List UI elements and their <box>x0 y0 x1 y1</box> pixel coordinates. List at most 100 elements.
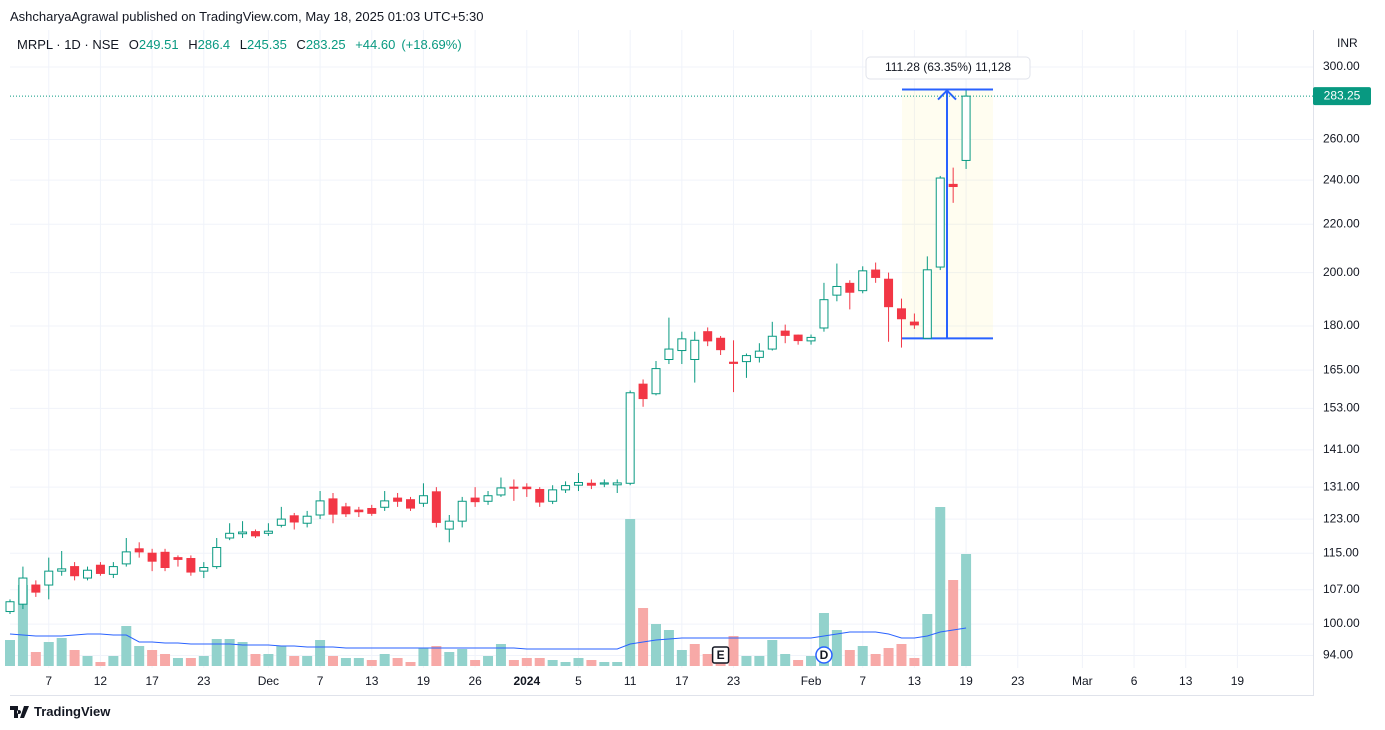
volume-bar <box>870 654 881 666</box>
close-value: 283.25 <box>305 37 346 52</box>
x-tick-label: Dec <box>258 674 279 688</box>
y-tick-label: 100.00 <box>1323 616 1360 630</box>
volume-bar <box>767 640 778 666</box>
x-tick-label: 23 <box>1011 674 1025 688</box>
candle-body <box>729 361 739 364</box>
volume-bar <box>69 650 80 666</box>
volume-bar <box>82 656 93 666</box>
volume-bar <box>418 648 429 666</box>
open-label: O <box>128 37 139 52</box>
x-tick-label: 13 <box>365 674 379 688</box>
volume-bar <box>793 660 804 666</box>
x-tick-label: 11 <box>624 674 637 688</box>
x-tick-label: 17 <box>675 674 689 688</box>
candle-body <box>393 497 403 502</box>
y-tick-label: 220.00 <box>1323 216 1360 230</box>
volume-bar <box>289 656 300 666</box>
candle-body <box>418 495 428 504</box>
candle-body <box>31 584 41 593</box>
candle-body <box>651 368 661 395</box>
candle-body <box>108 566 118 575</box>
candle-body <box>819 299 829 329</box>
volume-bar <box>315 640 326 666</box>
legend: MRPL · 1D · NSE O249.51 H286.4 L245.35 C… <box>17 37 468 52</box>
x-tick-label: 19 <box>1231 674 1245 688</box>
candle-body <box>832 285 842 296</box>
x-tick-label: 7 <box>45 674 52 688</box>
candle-body <box>354 509 364 513</box>
candle-body <box>677 338 687 352</box>
price-scale-border <box>1313 30 1314 696</box>
volume-bar <box>185 658 196 666</box>
y-tick-label: 141.00 <box>1323 442 1360 456</box>
volume-bar <box>121 626 132 666</box>
candle-body <box>896 308 906 320</box>
candle-body <box>664 348 674 360</box>
volume-bar <box>198 656 209 666</box>
candle-body <box>754 350 764 358</box>
candle-body <box>625 392 635 484</box>
candle-body <box>341 506 351 515</box>
volume-bar <box>883 648 894 666</box>
y-tick-label: 200.00 <box>1323 265 1360 279</box>
volume-bar <box>431 646 442 666</box>
candle-body <box>806 336 816 342</box>
candle-body <box>199 567 209 572</box>
candle-body <box>535 488 545 503</box>
x-tick-label: Mar <box>1072 674 1093 688</box>
candle-body <box>367 507 377 514</box>
y-tick-label: 94.00 <box>1323 648 1353 662</box>
candle-body <box>57 568 67 572</box>
volume-bar <box>172 658 183 666</box>
candle-body <box>121 551 131 565</box>
candle-body <box>444 520 454 530</box>
volume-bar <box>909 658 920 666</box>
change-pct: (+18.69%) <box>401 37 462 52</box>
volume-bar <box>586 660 597 666</box>
volume-bar <box>676 650 687 666</box>
volume-bar <box>483 656 494 666</box>
volume-bar <box>134 646 145 666</box>
x-tick-label: 7 <box>859 674 866 688</box>
currency: INR <box>1337 36 1358 50</box>
candle-body <box>599 482 609 485</box>
candle-body <box>845 282 855 293</box>
candle-body <box>160 551 170 569</box>
candle-body <box>380 500 390 508</box>
candle-body <box>871 269 881 278</box>
volume-bar <box>108 656 119 666</box>
candle-body <box>858 270 868 292</box>
candle-body <box>302 515 312 524</box>
volume-bar <box>702 654 713 666</box>
open-value: 249.51 <box>138 37 179 52</box>
x-tick-label: Feb <box>801 674 822 688</box>
candle-body <box>496 487 506 496</box>
candle-body <box>522 486 532 490</box>
volume-bar <box>405 662 416 666</box>
volume-bar <box>5 640 15 666</box>
symbol: MRPL · 1D · NSE <box>17 37 120 52</box>
x-tick-label: 12 <box>94 674 108 688</box>
volume-bar <box>508 660 519 666</box>
x-tick-label: 23 <box>197 674 211 688</box>
volume-bar <box>457 649 468 666</box>
candle-body <box>5 601 15 613</box>
measure-arrow-head <box>937 89 957 101</box>
attribution: AshcharyaAgrawal published on TradingVie… <box>10 9 484 24</box>
volume-bar <box>250 654 261 666</box>
candle-body <box>431 491 441 523</box>
candle-body <box>638 383 648 400</box>
volume-bar <box>922 614 933 666</box>
x-tick-label: 13 <box>908 674 922 688</box>
candle-body <box>483 495 493 502</box>
candle-body <box>406 499 416 509</box>
x-tick-label: 13 <box>1179 674 1193 688</box>
volume-bar <box>224 639 235 666</box>
volume-bar <box>56 638 67 666</box>
candle-body <box>289 515 299 523</box>
candle-body <box>328 498 338 515</box>
volume-bar <box>689 644 700 666</box>
candle-body <box>586 482 596 486</box>
volume-bar <box>17 585 28 666</box>
